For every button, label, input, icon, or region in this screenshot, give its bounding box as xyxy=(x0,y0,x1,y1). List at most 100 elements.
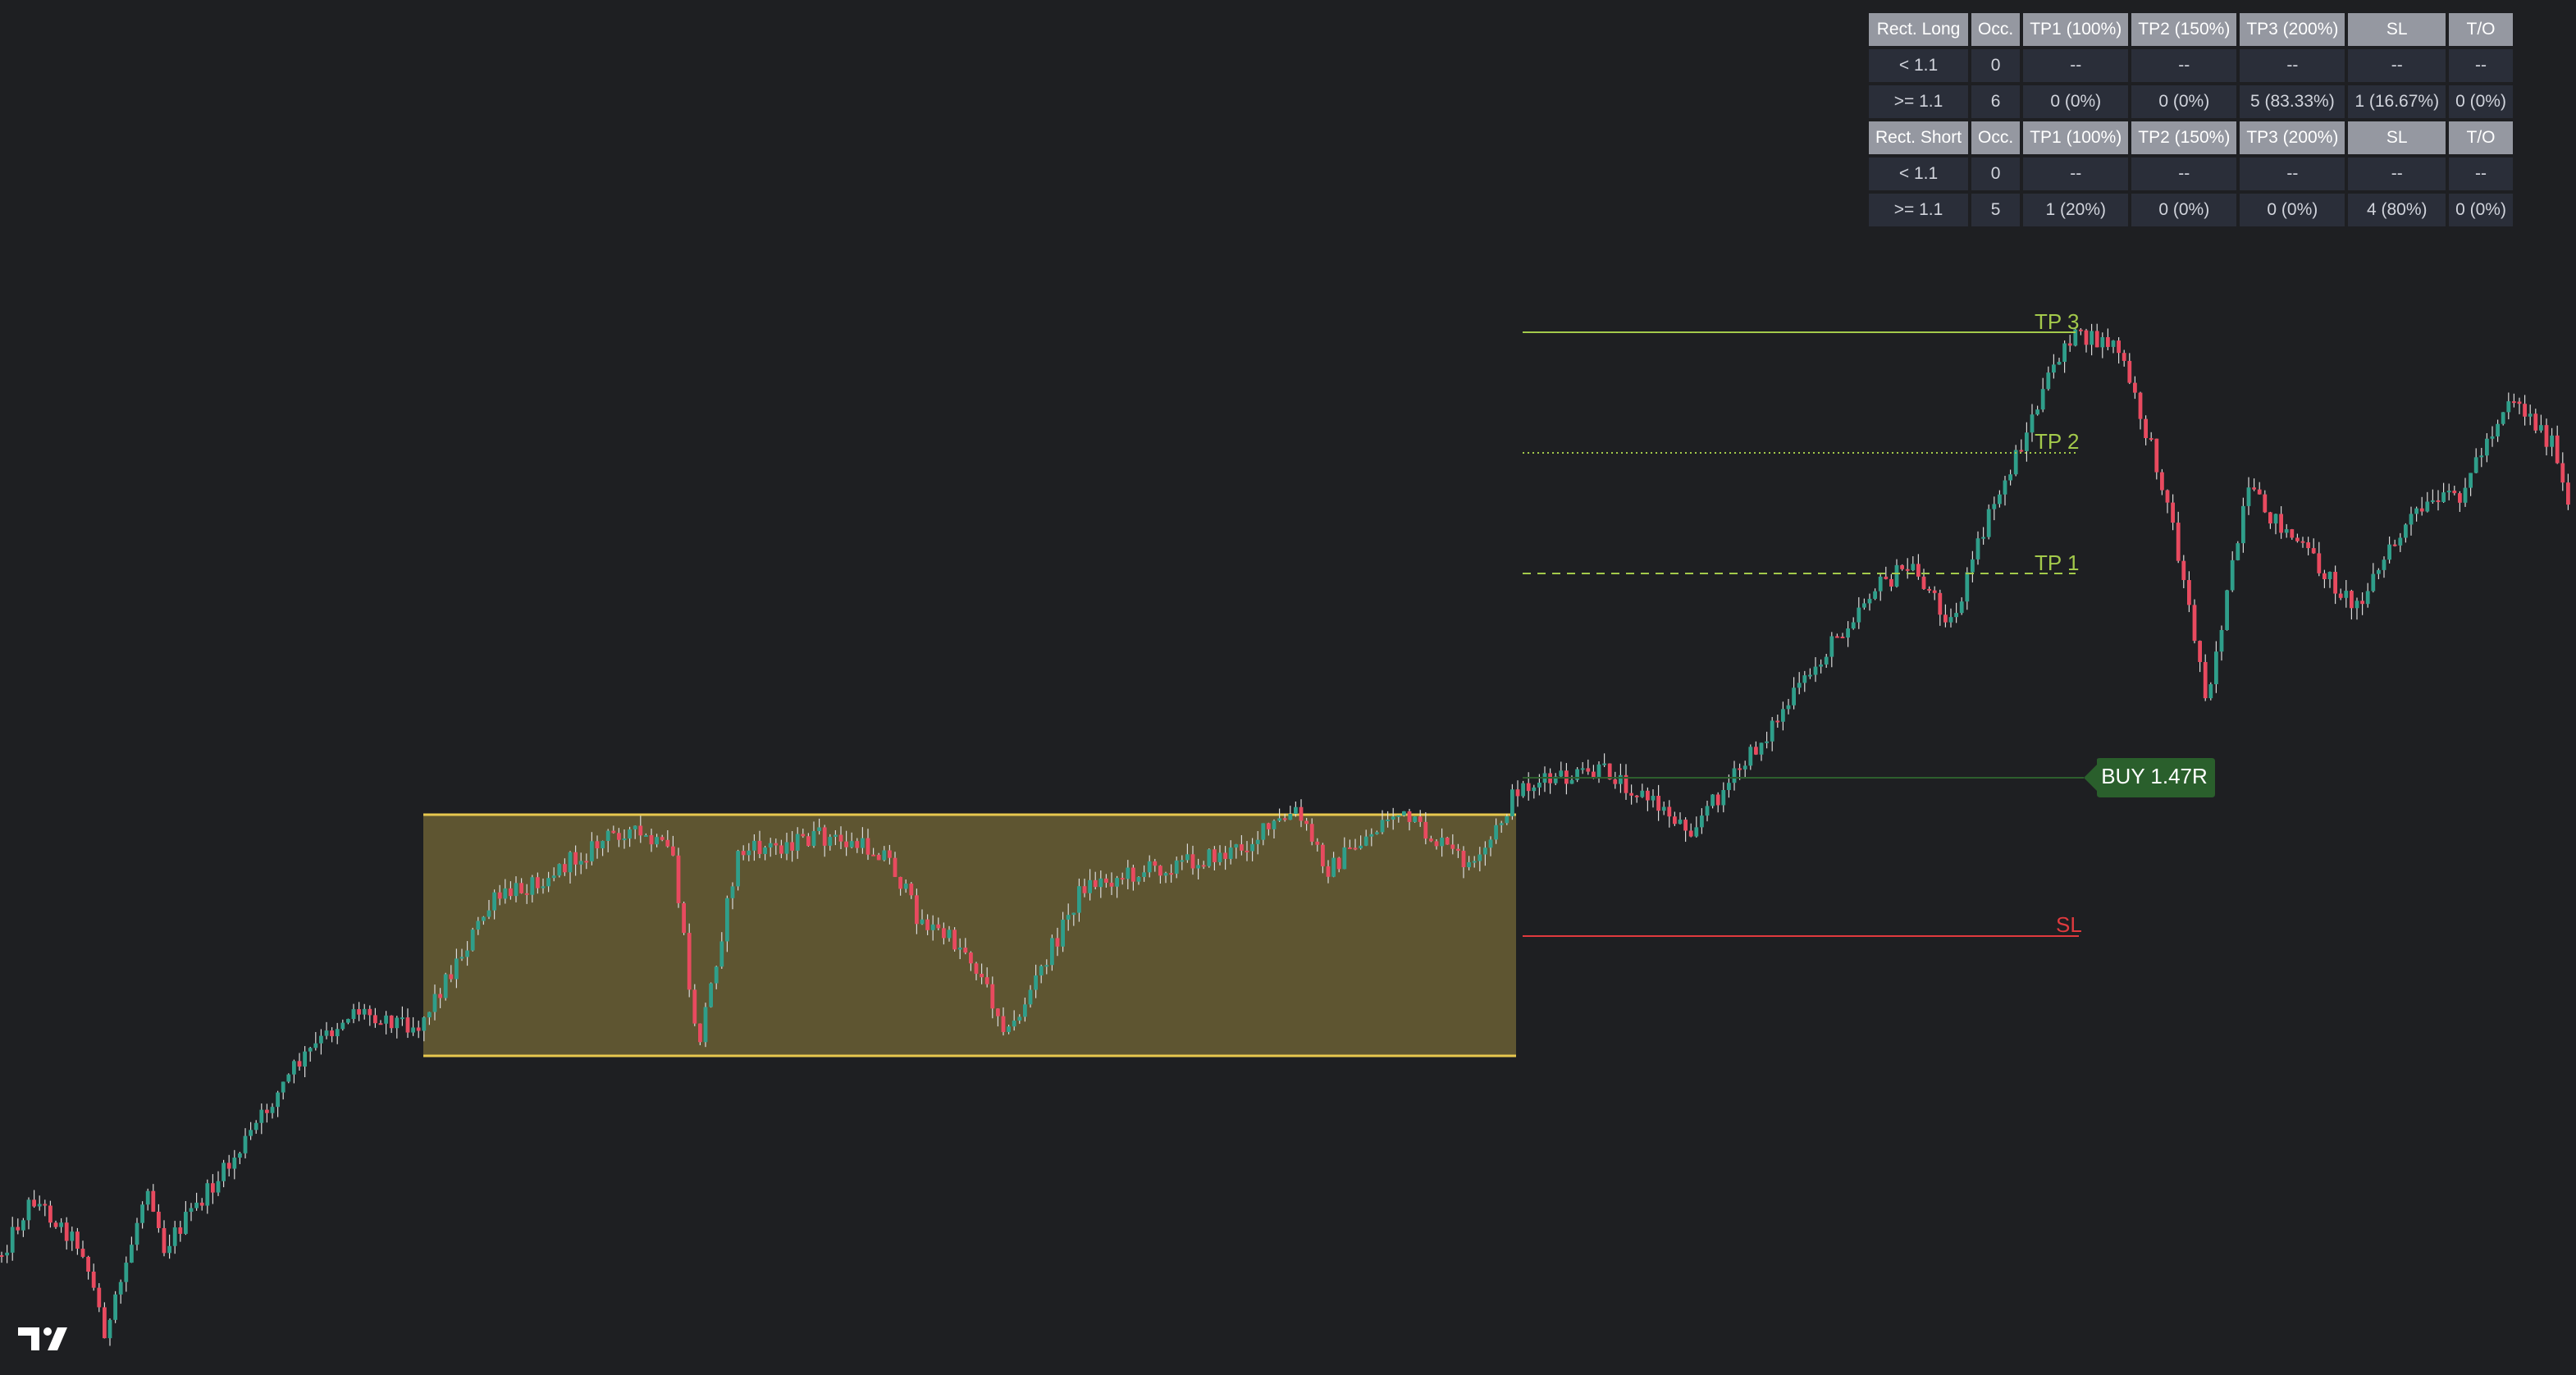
candle-body xyxy=(205,1183,210,1206)
candle-body xyxy=(346,1019,350,1023)
candle-body xyxy=(2008,474,2012,481)
candle-body xyxy=(1250,843,1254,852)
candle-body xyxy=(1797,683,1802,688)
candle-body xyxy=(2046,372,2051,390)
candle-body xyxy=(1061,919,1065,947)
candle-body xyxy=(936,924,941,929)
cell: -- xyxy=(2023,158,2129,190)
candle-body xyxy=(91,1272,96,1288)
candle-body xyxy=(238,1153,242,1158)
candle-body xyxy=(903,884,908,889)
candle-body xyxy=(2203,661,2208,699)
candle-body xyxy=(1077,886,1081,913)
candle-body xyxy=(1607,763,1612,779)
candle-body xyxy=(605,830,610,842)
candle-body xyxy=(1294,806,1298,815)
candle-body xyxy=(2365,591,2370,605)
candle-body xyxy=(1342,847,1347,870)
candle-body xyxy=(2035,409,2039,415)
candle-body xyxy=(2555,435,2560,464)
candle-body xyxy=(357,1009,361,1015)
candle-body xyxy=(340,1022,345,1030)
candle-body xyxy=(617,833,621,840)
candle-body xyxy=(1911,564,1916,571)
candle-body xyxy=(1770,720,1774,742)
candle-body xyxy=(1066,915,1071,920)
candle-body xyxy=(2084,330,2089,345)
candle-body xyxy=(2144,418,2148,439)
candle-body xyxy=(1126,867,1130,879)
candle-body xyxy=(362,1008,367,1015)
candle-body xyxy=(0,1255,4,1257)
candle-body xyxy=(1943,614,1948,623)
candle-body xyxy=(216,1181,221,1193)
candle-body xyxy=(1700,815,1704,828)
candle-body xyxy=(1738,768,1742,770)
candle-body xyxy=(725,898,729,942)
candle-body xyxy=(757,840,762,854)
candle-body xyxy=(1986,509,1991,537)
candle-body xyxy=(1109,882,1114,887)
tp1-label: TP 1 xyxy=(2035,550,2079,575)
candle-body xyxy=(2311,548,2316,554)
candle-body xyxy=(2052,364,2056,373)
candle-body xyxy=(2127,360,2132,383)
cell: -- xyxy=(2131,158,2237,190)
candle-body xyxy=(1846,628,1850,638)
candle-body xyxy=(2133,382,2137,393)
candle-body xyxy=(861,838,865,848)
candle-body xyxy=(1596,764,1601,778)
candle-body xyxy=(465,950,469,957)
candle-body xyxy=(2100,336,2105,348)
candle-body xyxy=(1309,824,1314,842)
candle-body xyxy=(811,831,816,847)
candle-body xyxy=(638,825,643,836)
candle-body xyxy=(969,952,973,964)
header-row: Rect. Short Occ. TP1 (100%) TP2 (150%) TP3 (… xyxy=(1869,121,2513,154)
candle-body xyxy=(2469,473,2473,488)
candle-body xyxy=(768,843,773,847)
header-cell: T/O xyxy=(2449,121,2513,154)
candle-body xyxy=(1288,814,1293,820)
candle-body xyxy=(75,1231,80,1249)
header-row: Rect. Long Occ. TP1 (100%) TP2 (150%) TP3 (2… xyxy=(1869,13,2513,46)
stats-table: Rect. Long Occ. TP1 (100%) TP2 (150%) TP3 (2… xyxy=(1866,10,2516,230)
candle-body xyxy=(1786,705,1791,710)
candle-body xyxy=(2458,493,2462,503)
tp2-label: TP 2 xyxy=(2035,429,2079,454)
header-cell: TP3 (200%) xyxy=(2240,121,2345,154)
candle-body xyxy=(915,895,919,925)
candle-body xyxy=(1894,564,1899,587)
entry-label: BUY 1.47R xyxy=(2101,764,2208,788)
candle-body xyxy=(703,1007,708,1043)
cell: 0 xyxy=(1971,49,2021,82)
candle-body xyxy=(384,1015,388,1024)
logo-part xyxy=(18,1327,39,1350)
candle-body xyxy=(893,857,897,877)
candle-body xyxy=(2165,490,2170,503)
candle-body xyxy=(222,1163,226,1181)
candle-body xyxy=(996,1008,1000,1016)
candle-body xyxy=(2392,544,2397,546)
candle-body xyxy=(324,1030,329,1036)
candle-body xyxy=(578,861,583,865)
candle-body xyxy=(1240,844,1244,851)
candle-body xyxy=(1115,878,1119,887)
candle-body xyxy=(1098,878,1103,888)
header-cell: TP2 (150%) xyxy=(2131,13,2237,46)
candle-body xyxy=(519,883,523,893)
candle-body xyxy=(665,839,670,847)
candle-body xyxy=(1921,576,1926,589)
candle-body xyxy=(644,835,648,838)
candle-body xyxy=(2208,683,2213,699)
candle-body xyxy=(2171,502,2175,523)
cell: -- xyxy=(2449,158,2513,190)
candle-body xyxy=(952,930,957,950)
candle-body xyxy=(427,1012,432,1018)
candle-body xyxy=(1082,886,1087,893)
candle-body xyxy=(1862,603,1866,608)
candle-body xyxy=(2094,331,2099,348)
candle-body xyxy=(628,829,632,839)
candle-body xyxy=(482,916,486,921)
